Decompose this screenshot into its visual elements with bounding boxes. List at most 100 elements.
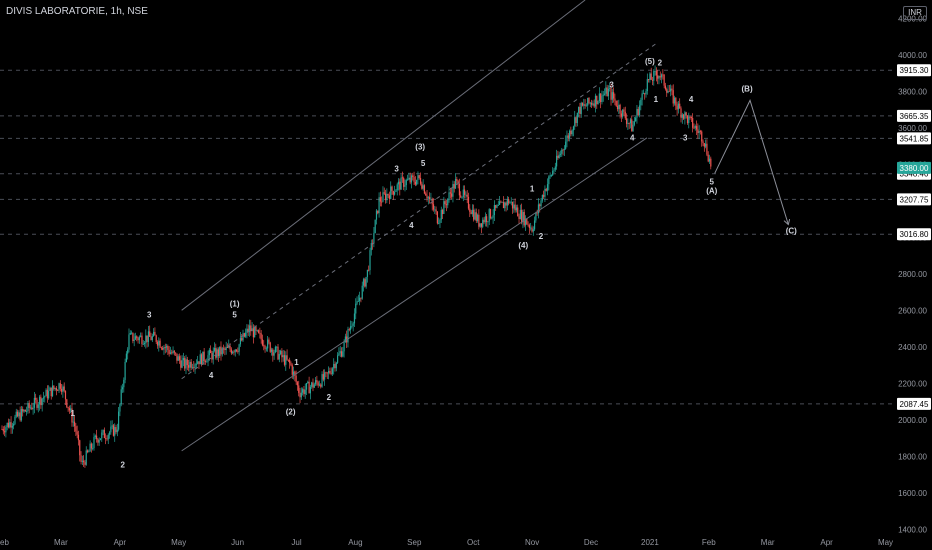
candle-body: [334, 364, 336, 369]
candle-body: [369, 250, 371, 271]
candle-body: [561, 149, 563, 154]
candle-body: [465, 194, 467, 196]
candle-body: [153, 331, 155, 337]
candle-body: [49, 387, 51, 391]
candle-body: [537, 204, 540, 214]
price-level-tag: [897, 228, 931, 241]
candle-body: [571, 130, 573, 135]
candle-body: [282, 355, 284, 358]
candle-body: [375, 210, 378, 220]
candle-body: [198, 361, 200, 365]
candle-body: [410, 175, 413, 183]
candle-body: [270, 349, 273, 352]
candle-body: [211, 353, 213, 360]
candle-body: [374, 219, 376, 234]
candle-body: [581, 102, 584, 106]
candle-body: [366, 269, 369, 277]
candle-body: [18, 412, 20, 417]
wave-label: 5: [232, 311, 237, 320]
wave-label: 4: [209, 371, 214, 380]
wave-label: 5: [421, 159, 426, 168]
candle-body: [432, 204, 435, 210]
x-tick-label: Apr: [820, 538, 833, 547]
price-level-tag-text: 3348.40: [900, 170, 929, 179]
candle-body: [313, 384, 315, 388]
candle-body: [543, 194, 545, 197]
candle-body: [281, 350, 283, 358]
candle-body: [508, 199, 510, 204]
candle-body: [550, 175, 553, 176]
candle-body: [692, 118, 694, 128]
candle-body: [29, 407, 32, 409]
candle-body: [200, 354, 203, 365]
candle-body: [351, 325, 353, 327]
candle-body: [237, 351, 239, 353]
candle-body: [471, 209, 473, 215]
x-tick-label: Feb: [0, 538, 9, 547]
candle-body: [191, 367, 194, 369]
candle-body: [181, 360, 183, 368]
currency-badge[interactable]: INR: [903, 6, 927, 20]
candle-body: [702, 141, 704, 144]
candle-body: [396, 184, 398, 191]
candle-body: [286, 355, 288, 360]
candle-body: [377, 210, 379, 214]
candle-body: [631, 119, 633, 132]
candle-body: [203, 351, 205, 361]
y-tick-label: 1800.00: [898, 452, 927, 461]
candle-body: [461, 197, 463, 198]
candle-body: [316, 380, 318, 383]
candle-body: [348, 329, 350, 330]
candle-body: [552, 170, 554, 176]
candle-body: [108, 432, 111, 435]
candle-body: [235, 349, 238, 352]
candle-body: [570, 130, 572, 135]
candle-body: [662, 74, 664, 76]
candle-body: [443, 201, 445, 215]
candle-body: [164, 347, 166, 348]
candle-body: [559, 153, 562, 155]
candle-body: [360, 297, 362, 299]
candle-body: [670, 88, 672, 92]
candle-body: [189, 361, 191, 368]
candle-body: [548, 176, 550, 185]
x-tick-label: Feb: [702, 538, 716, 547]
candle-body: [35, 397, 37, 400]
y-tick-label: 4000.00: [898, 51, 927, 60]
candle-body: [291, 365, 293, 375]
price-level-tag-text: 3541.85: [900, 134, 929, 143]
candle-body: [383, 192, 385, 194]
candle-body: [206, 361, 208, 363]
candle-body: [155, 335, 157, 342]
candle-body: [391, 186, 393, 192]
candle-body: [79, 440, 81, 456]
candle-body: [99, 438, 102, 440]
candle-body: [583, 104, 585, 106]
candle-body: [106, 438, 108, 440]
candle-body: [344, 336, 346, 343]
candle-body: [98, 439, 100, 443]
candle-body: [395, 190, 397, 192]
candle-body: [627, 123, 629, 124]
candle-body: [671, 88, 673, 91]
candle-body: [110, 426, 112, 433]
candle-body: [589, 102, 591, 104]
candle-body: [64, 390, 67, 400]
price-level-tag-text: 3915.30: [900, 66, 929, 75]
candle-body: [26, 411, 28, 412]
candle-body: [228, 345, 230, 348]
candle-body: [622, 109, 624, 117]
candle-body: [16, 411, 19, 417]
candle-body: [620, 113, 622, 117]
candle-body: [202, 351, 204, 365]
candle-body: [175, 352, 177, 354]
candle-body: [601, 95, 603, 103]
wave-label: (3): [415, 143, 425, 152]
candle-body: [541, 194, 543, 201]
candle-body: [36, 399, 38, 408]
candle-body: [635, 117, 637, 122]
candle-body: [112, 425, 115, 436]
candle-body: [243, 333, 245, 337]
